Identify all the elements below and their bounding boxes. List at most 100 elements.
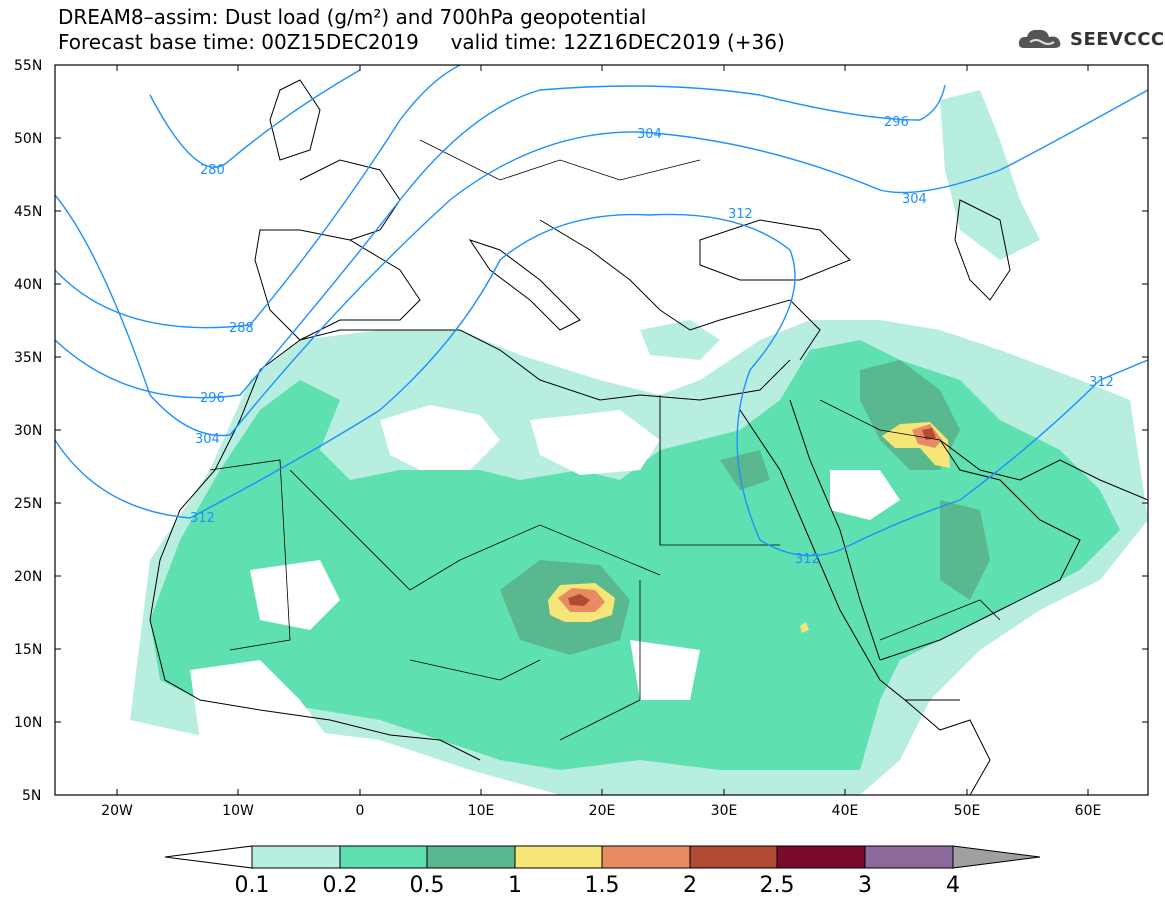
coast-britain bbox=[269, 79, 321, 161]
lat-label: 10N bbox=[14, 715, 42, 731]
colorbar-segment bbox=[776, 845, 866, 869]
contour-label: 304 bbox=[195, 432, 220, 447]
dust-region-dark-chad bbox=[720, 450, 770, 490]
contour-312 bbox=[55, 213, 1148, 557]
coast-mediterranean bbox=[299, 329, 791, 401]
colorbar-tick-label: 3 bbox=[858, 873, 872, 898]
lat-label: 15N bbox=[14, 642, 42, 658]
colorbar-segment bbox=[864, 845, 954, 869]
lat-label: 45N bbox=[14, 204, 42, 220]
contour-label: 312 bbox=[1089, 375, 1114, 390]
dust-region-light-north bbox=[940, 90, 1040, 260]
cloud-icon bbox=[1018, 29, 1061, 48]
lon-label: 10E bbox=[468, 803, 495, 819]
coast-arabia bbox=[879, 439, 1081, 661]
geopotential-contours bbox=[55, 65, 1148, 557]
contour-label: 296 bbox=[200, 391, 225, 406]
border-saudi-yemen bbox=[879, 599, 1001, 641]
map-subtitle: Forecast base time: 00Z15DEC2019 valid t… bbox=[58, 30, 785, 54]
seevccc-logo: SEEVCCC bbox=[1016, 24, 1165, 54]
colorbar-tick-label: 1.5 bbox=[585, 873, 620, 898]
lat-label: 25N bbox=[14, 496, 42, 512]
coast-persiangulf bbox=[939, 439, 1148, 501]
border-algeria-mali bbox=[289, 469, 461, 591]
dust-region-brown bbox=[568, 594, 590, 606]
lat-label: 55N bbox=[14, 58, 42, 74]
dust-field bbox=[130, 90, 1148, 795]
colorbar-tick-label: 2.5 bbox=[760, 873, 795, 898]
coast-redsea-east bbox=[789, 399, 881, 661]
contour-label: 312 bbox=[795, 552, 820, 567]
dust-region-yellow-small bbox=[800, 622, 809, 633]
dust-gap-libya bbox=[530, 410, 660, 475]
lon-label: 40E bbox=[832, 803, 859, 819]
colorbar-segment bbox=[601, 845, 691, 869]
lon-label: 30E bbox=[711, 803, 738, 819]
colorbar-tick-label: 1 bbox=[508, 873, 522, 898]
lat-axis: 55N 50N 45N 40N 35N 30N 25N 20N 15N 10N … bbox=[14, 58, 1148, 804]
colorbar-over-arrow bbox=[952, 845, 1041, 869]
dust-region-brown-gulf bbox=[922, 428, 936, 440]
coastlines bbox=[149, 79, 1148, 795]
border-europe-central bbox=[419, 139, 701, 181]
country-borders bbox=[209, 139, 1001, 741]
lon-label: 0 bbox=[356, 803, 365, 819]
border-niger-nigeria bbox=[409, 659, 541, 681]
coast-caspian bbox=[954, 199, 1011, 301]
border-mauritania bbox=[209, 459, 291, 651]
lat-label: 20N bbox=[14, 569, 42, 585]
lat-label: 50N bbox=[14, 131, 42, 147]
lon-label: 20W bbox=[101, 803, 133, 819]
colorbar bbox=[164, 845, 1041, 869]
coast-blacksea bbox=[699, 219, 851, 281]
coast-france bbox=[299, 159, 401, 241]
contour-label: 304 bbox=[902, 192, 927, 207]
contour-label: 312 bbox=[728, 207, 753, 222]
lat-label: 40N bbox=[14, 277, 42, 293]
dust-gap-central bbox=[630, 640, 700, 700]
colorbar-segment bbox=[426, 845, 516, 869]
colorbar-under-arrow bbox=[164, 845, 253, 869]
colorbar-ticks: 0.1 0.2 0.5 1 1.5 2 2.5 3 4 bbox=[235, 873, 961, 898]
contour-label: 304 bbox=[637, 127, 662, 142]
contour-labels: 280 288 296 304 312 296 304 312 304 312 … bbox=[190, 115, 1114, 567]
dust-region-dark-oman bbox=[940, 500, 990, 600]
border-saudi-iraq bbox=[819, 399, 941, 441]
colorbar-segment bbox=[251, 845, 341, 869]
lon-axis: 20W 10W 0 10E 20E 30E 40E 50E 60E bbox=[101, 65, 1101, 819]
map-title: DREAM8–assim: Dust load (g/m²) and 700hP… bbox=[58, 5, 647, 29]
dust-region-mid bbox=[150, 340, 1120, 770]
coast-balkans bbox=[539, 219, 821, 361]
contour-label: 288 bbox=[229, 321, 254, 336]
lat-label: 35N bbox=[14, 350, 42, 366]
contour-label: 312 bbox=[190, 511, 215, 526]
dust-gap-arabia bbox=[830, 470, 900, 520]
coast-iberia bbox=[254, 229, 421, 341]
dust-region-light-aegean bbox=[640, 320, 720, 360]
dust-gap-mali bbox=[250, 560, 340, 630]
lat-label: 30N bbox=[14, 423, 42, 439]
lon-label: 60E bbox=[1075, 803, 1102, 819]
colorbar-segment bbox=[339, 845, 428, 869]
colorbar-segment bbox=[689, 845, 778, 869]
colorbar-tick-label: 0.5 bbox=[410, 873, 445, 898]
colorbar-segment bbox=[514, 845, 603, 869]
lat-label: 5N bbox=[22, 788, 41, 804]
contour-label: 280 bbox=[200, 163, 225, 178]
logo-text: SEEVCCC bbox=[1070, 28, 1165, 50]
contour-304-west bbox=[55, 89, 1148, 437]
lon-label: 50E bbox=[954, 803, 981, 819]
contour-280 bbox=[149, 69, 361, 168]
lon-label: 10W bbox=[222, 803, 254, 819]
colorbar-tick-label: 0.1 bbox=[235, 873, 270, 898]
colorbar-tick-label: 4 bbox=[946, 873, 960, 898]
contour-label: 296 bbox=[884, 115, 909, 130]
coast-hornafrica bbox=[904, 699, 991, 795]
border-libya-chad bbox=[459, 524, 661, 576]
contour-288 bbox=[55, 65, 461, 329]
contour-296-west bbox=[55, 84, 946, 399]
border-chad-sudan bbox=[559, 580, 641, 741]
dust-gap-sahara bbox=[380, 405, 500, 470]
lon-label: 20E bbox=[589, 803, 616, 819]
